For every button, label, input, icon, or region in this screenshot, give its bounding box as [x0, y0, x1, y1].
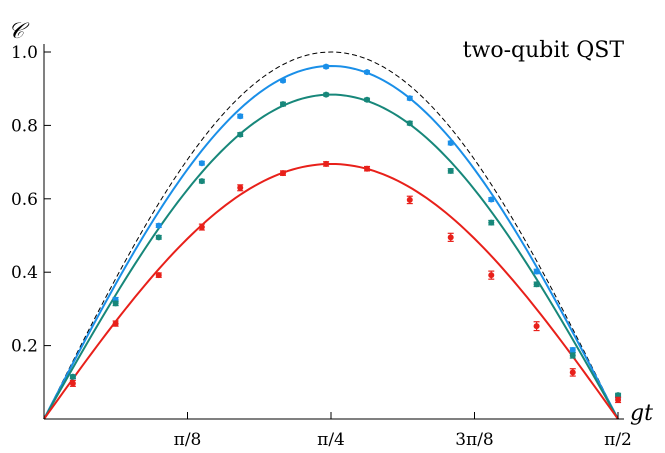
- x-tick-label: π/2: [604, 430, 632, 450]
- x-axis-label: gt: [630, 401, 653, 426]
- y-tick-label: 0.4: [11, 263, 38, 283]
- data-point: [279, 101, 286, 108]
- data-point: [615, 392, 622, 399]
- data-point: [279, 170, 286, 177]
- data-point-group: [69, 63, 622, 404]
- data-point: [447, 167, 454, 174]
- y-tick-label: 0.2: [11, 337, 38, 357]
- data-point: [237, 113, 244, 120]
- data-point: [406, 120, 413, 127]
- data-point: [447, 140, 454, 147]
- data-point: [533, 268, 540, 275]
- fit-curve: [43, 93, 619, 420]
- tick-group: π/8 π/4 3π/8 π/2 0.2 0.4 0.6 0.8 1.0: [11, 43, 632, 450]
- data-point: [279, 77, 286, 84]
- data-point: [69, 373, 76, 380]
- data-point: [155, 222, 162, 229]
- fit-curve: [43, 64, 619, 420]
- data-point: [237, 184, 244, 191]
- data-point: [155, 234, 162, 241]
- data-point: [112, 320, 119, 327]
- data-point: [364, 69, 371, 76]
- data-point: [323, 160, 330, 167]
- data-point: [406, 95, 413, 102]
- y-tick-label: 1.0: [11, 43, 38, 63]
- data-point: [237, 131, 244, 138]
- data-point: [488, 272, 495, 279]
- fit-curve: [43, 162, 619, 420]
- data-point: [569, 369, 576, 376]
- data-point: [533, 323, 540, 330]
- data-point: [569, 352, 576, 359]
- ideal-curve: [43, 51, 619, 420]
- data-point: [69, 380, 76, 387]
- data-point: [323, 63, 330, 70]
- data-point: [488, 219, 495, 226]
- data-point: [112, 300, 119, 307]
- data-point: [533, 281, 540, 288]
- data-point: [364, 96, 371, 103]
- data-point: [198, 178, 205, 185]
- data-point: [323, 91, 330, 98]
- data-point: [198, 224, 205, 231]
- data-point: [488, 196, 495, 203]
- y-axis-label: 𝒞: [8, 19, 30, 44]
- y-tick-label: 0.8: [11, 116, 38, 136]
- data-point: [447, 234, 454, 241]
- data-point: [615, 396, 622, 403]
- axes: [43, 44, 624, 420]
- chart-annotation: two-qubit QST: [463, 38, 625, 63]
- data-point: [569, 347, 576, 354]
- x-tick-label: π/4: [317, 430, 345, 450]
- data-point: [406, 196, 413, 203]
- data-point: [364, 165, 371, 172]
- x-tick-label: 3π/8: [455, 430, 494, 450]
- data-point: [155, 272, 162, 279]
- x-tick-label: π/8: [174, 430, 202, 450]
- data-point: [198, 160, 205, 167]
- curve-group: [43, 51, 619, 420]
- y-tick-label: 0.6: [11, 190, 38, 210]
